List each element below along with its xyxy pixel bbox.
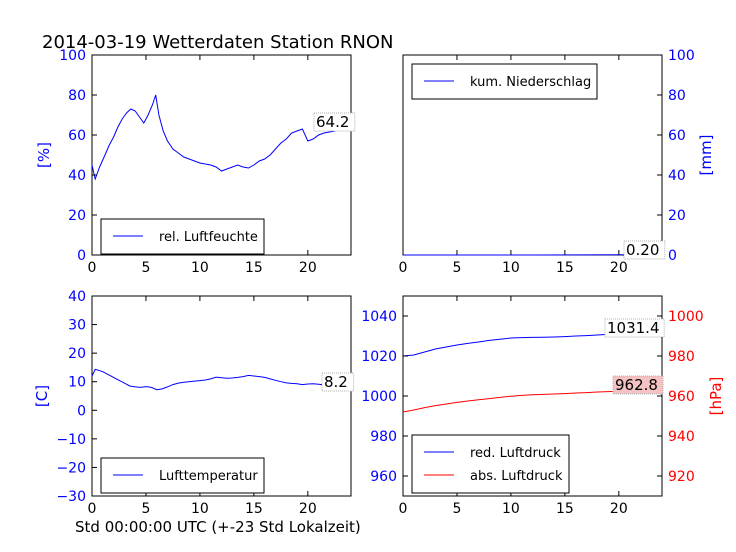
x-tick-label: 0 bbox=[399, 260, 408, 276]
value-label-box bbox=[313, 112, 356, 132]
x-tick-label: 5 bbox=[452, 501, 461, 517]
legend-entry: red. Luftdruck bbox=[470, 446, 561, 461]
y-tick-label: 0 bbox=[77, 248, 86, 264]
y-tick-label: 10 bbox=[68, 375, 86, 391]
y-tick-label: 1040 bbox=[361, 309, 397, 325]
y-tick-label: 960 bbox=[370, 469, 397, 485]
x-axis-label: Std 00:00:00 UTC (+-23 Std Lokalzeit) bbox=[75, 518, 361, 536]
y-tick-label: 80 bbox=[668, 88, 686, 104]
x-tick-label: 0 bbox=[399, 501, 408, 517]
x-tick-label: 20 bbox=[610, 501, 628, 517]
y-axis-label: [hPa] bbox=[707, 377, 725, 416]
x-tick-label: 10 bbox=[502, 260, 520, 276]
value-label-box bbox=[604, 318, 665, 338]
value-label-box bbox=[612, 375, 664, 395]
y-tick-label: −20 bbox=[56, 460, 86, 476]
y-tick-label: 1020 bbox=[361, 349, 397, 365]
y-tick-label: 980 bbox=[370, 429, 397, 445]
y-tick-label: 40 bbox=[68, 168, 86, 184]
value-label: 962.8 bbox=[615, 376, 658, 394]
value-label: 1031.4 bbox=[607, 319, 660, 337]
y-tick-label: 20 bbox=[68, 346, 86, 362]
x-tick-label: 15 bbox=[245, 260, 263, 276]
y-axis-label: [mm] bbox=[697, 135, 715, 176]
y-tick-label: 1000 bbox=[361, 389, 397, 405]
y-tick-label: 960 bbox=[668, 389, 695, 405]
y-tick-label: −30 bbox=[56, 489, 86, 505]
figure-title: 2014-03-19 Wetterdaten Station RNON bbox=[42, 32, 393, 53]
x-tick-label: 15 bbox=[556, 260, 574, 276]
x-tick-label: 10 bbox=[502, 501, 520, 517]
y-tick-label: 80 bbox=[68, 88, 86, 104]
y-axis-label: [%] bbox=[35, 142, 53, 168]
legend-entry: abs. Luftdruck bbox=[470, 469, 563, 484]
y-tick-label: 0 bbox=[668, 248, 677, 264]
y-tick-label: 100 bbox=[59, 48, 86, 64]
value-label: 0.20 bbox=[626, 241, 659, 259]
x-tick-label: 5 bbox=[452, 260, 461, 276]
y-tick-label: −10 bbox=[56, 432, 86, 448]
value-label: 8.2 bbox=[324, 373, 348, 391]
x-tick-label: 0 bbox=[88, 501, 97, 517]
y-tick-label: 20 bbox=[68, 208, 86, 224]
x-tick-label: 0 bbox=[88, 260, 97, 276]
y-tick-label: 100 bbox=[668, 48, 695, 64]
panel-lufttemperatur: 0 5 10 15 20 −30 −20 −10 0 10 20 30 40 [C] 8.2 Lufttemp… bbox=[33, 289, 355, 517]
y-tick-label: 980 bbox=[668, 349, 695, 365]
x-tick-label: 20 bbox=[299, 260, 317, 276]
y-tick-label: 0 bbox=[77, 403, 86, 419]
value-label: 64.2 bbox=[316, 113, 349, 131]
x-tick-label: 5 bbox=[141, 501, 150, 517]
x-tick-label: 5 bbox=[141, 260, 150, 276]
value-label-box bbox=[623, 240, 666, 260]
x-tick-label: 20 bbox=[610, 260, 628, 276]
y-tick-label: 20 bbox=[668, 208, 686, 224]
plot-frame bbox=[91, 54, 352, 256]
legend-box bbox=[411, 434, 570, 494]
y-tick-label: 1000 bbox=[668, 309, 704, 325]
legend-entry: Lufttemperatur bbox=[159, 469, 258, 484]
x-tick-label: 20 bbox=[299, 501, 317, 517]
legend-entry: rel. Luftfeuchte bbox=[159, 230, 258, 245]
x-tick-label: 10 bbox=[191, 260, 209, 276]
y-tick-label: 940 bbox=[668, 429, 695, 445]
panel-rel-luftfeuchte: 0 5 10 15 20 0 20 40 60 80 100 [%] 64.2 rel. Luftfeuc… bbox=[35, 48, 356, 276]
y-tick-label: 60 bbox=[68, 128, 86, 144]
y-tick-label: 30 bbox=[68, 318, 86, 334]
y-tick-label: 920 bbox=[668, 469, 695, 485]
panel-kum-niederschlag: 0 5 10 15 20 0 20 40 60 80 100 [mm] 0.20 kum. Nieders… bbox=[399, 48, 715, 276]
legend-entry: kum. Niederschlag bbox=[470, 75, 591, 90]
x-tick-label: 10 bbox=[191, 501, 209, 517]
x-tick-label: 15 bbox=[245, 501, 263, 517]
series-line bbox=[91, 368, 352, 391]
y-tick-label: 60 bbox=[668, 128, 686, 144]
panel-luftdruck: 0 5 10 15 20 960 980 1000 1020 1040 920 940 960 980 10… bbox=[361, 295, 725, 517]
x-tick-label: 15 bbox=[556, 501, 574, 517]
y-tick-label: 40 bbox=[668, 168, 686, 184]
value-label-box bbox=[321, 372, 355, 392]
plot-frame bbox=[91, 295, 352, 497]
series-line bbox=[91, 94, 352, 181]
y-axis-label: [C] bbox=[33, 385, 51, 407]
y-tick-label: 40 bbox=[68, 289, 86, 305]
